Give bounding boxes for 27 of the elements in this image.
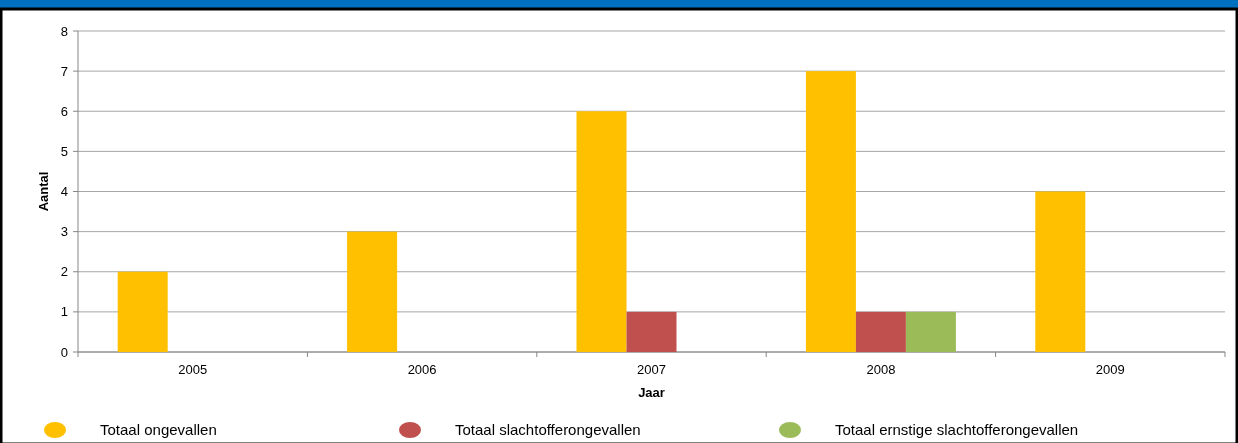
x-tick-label: 2006 xyxy=(407,362,437,377)
bar xyxy=(347,231,398,352)
bar xyxy=(805,71,856,352)
bar xyxy=(576,111,627,352)
y-tick-label: 5 xyxy=(60,143,68,159)
y-tick-label: 8 xyxy=(60,23,68,39)
bar xyxy=(117,271,168,352)
x-axis-title: Jaar xyxy=(638,385,665,400)
x-tick-label: 2008 xyxy=(866,362,896,377)
y-tick-label: 6 xyxy=(60,103,68,119)
bar xyxy=(855,311,906,352)
y-tick-label: 4 xyxy=(60,184,68,200)
y-tick-label: 7 xyxy=(60,63,68,79)
y-tick-label: 3 xyxy=(60,224,68,240)
x-tick-label: 2009 xyxy=(1095,362,1125,377)
bar xyxy=(1035,191,1086,352)
x-tick-label: 2005 xyxy=(178,362,208,377)
y-tick-label: 1 xyxy=(60,304,68,320)
y-tick-label: 2 xyxy=(60,264,68,280)
y-tick-label: 0 xyxy=(60,344,68,360)
bar xyxy=(626,311,677,352)
x-tick-label: 2007 xyxy=(637,362,666,377)
legend-label: Totaal slachtofferongevallen xyxy=(455,421,641,438)
legend-label: Totaal ernstige slachtofferongevallen xyxy=(835,421,1079,438)
legend-label: Totaal ongevallen xyxy=(100,421,217,438)
bar xyxy=(905,311,956,352)
y-axis-title: Aantal xyxy=(36,171,51,212)
